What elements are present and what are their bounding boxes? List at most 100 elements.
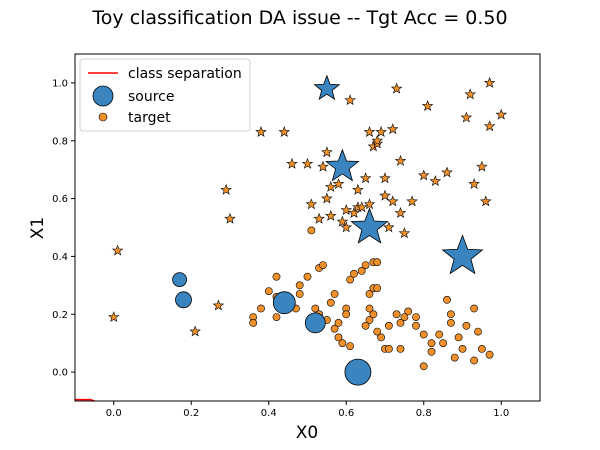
target-point — [303, 272, 312, 281]
target-point — [324, 180, 337, 192]
target-point — [373, 327, 382, 336]
target-point — [357, 266, 366, 275]
target-point — [386, 195, 399, 207]
target-point — [278, 126, 291, 137]
target-point — [373, 258, 382, 267]
target-point — [479, 195, 492, 207]
target-point — [458, 344, 467, 353]
target-point — [429, 175, 442, 187]
target-point — [435, 330, 444, 339]
legend-source-swatch — [92, 85, 114, 107]
target-point — [317, 160, 329, 172]
x-tick-label: 0.8 — [416, 408, 432, 419]
target-point — [352, 183, 364, 195]
target-point — [346, 342, 354, 350]
x-tick-label: 0.4 — [261, 408, 277, 419]
target-point — [398, 227, 411, 239]
target-point — [419, 330, 428, 339]
target-point — [307, 226, 316, 235]
target-point — [446, 310, 455, 319]
target-point — [464, 88, 477, 100]
target-point — [392, 310, 401, 319]
target-point — [476, 160, 488, 172]
target-point — [377, 333, 385, 342]
legend-label-class-separation: class separation — [128, 66, 242, 82]
target-point — [365, 316, 374, 324]
target-point — [369, 310, 378, 319]
target-point — [396, 318, 405, 327]
target-point — [355, 201, 368, 213]
target-point — [412, 313, 420, 321]
target-point — [427, 339, 436, 348]
target-point — [334, 318, 343, 327]
source-point — [313, 74, 341, 101]
target-point — [394, 206, 407, 218]
target-point — [340, 204, 353, 216]
target-point — [342, 310, 351, 319]
target-point — [286, 157, 298, 169]
target-point — [340, 221, 353, 233]
y-tick-label: 0.8 — [52, 136, 68, 147]
legend-box — [79, 58, 251, 132]
target-point — [390, 82, 403, 94]
x-axis: 0.0 0.2 0.4 0.6 0.8 1.0 — [106, 401, 509, 419]
target-point — [301, 157, 314, 169]
x-axis-label: X0 — [296, 423, 318, 443]
marks-layer — [75, 74, 508, 402]
target-point — [255, 126, 267, 137]
y-axis-label: X1 — [28, 217, 48, 239]
target-point — [338, 339, 347, 348]
target-point — [365, 304, 374, 313]
target-point — [321, 192, 333, 204]
legend-target-swatch — [98, 112, 108, 122]
target-point — [361, 261, 370, 269]
target-point — [454, 333, 463, 342]
target-point — [406, 195, 418, 207]
target-point — [477, 344, 486, 353]
target-point — [470, 356, 478, 365]
target-point — [336, 215, 349, 227]
target-point — [421, 99, 434, 111]
target-point — [483, 76, 496, 88]
target-point — [383, 221, 395, 233]
target-point — [474, 327, 482, 336]
target-point — [344, 94, 356, 106]
target-point — [400, 313, 409, 321]
target-point — [272, 313, 281, 321]
target-point — [441, 166, 453, 178]
target-point — [361, 321, 370, 330]
source-point — [304, 312, 326, 334]
target-point — [386, 123, 399, 135]
target-point — [384, 321, 393, 330]
target-point — [443, 295, 451, 304]
target-point — [348, 206, 360, 218]
target-point — [326, 298, 335, 307]
target-point — [379, 189, 391, 201]
target-point — [264, 287, 273, 295]
source-point — [350, 207, 389, 244]
target-point — [417, 169, 430, 181]
target-point — [305, 198, 318, 210]
target-point — [483, 120, 496, 132]
target-point — [450, 353, 459, 362]
target-point — [332, 178, 345, 190]
target-point — [189, 325, 201, 337]
target-point — [350, 269, 358, 278]
source-point — [272, 291, 296, 315]
target-point — [495, 108, 508, 120]
source-point — [325, 148, 360, 182]
target-point — [330, 324, 339, 333]
target-point — [346, 275, 354, 284]
source-point — [175, 291, 192, 309]
target-point — [485, 350, 494, 359]
target-point — [379, 172, 391, 184]
target-point — [321, 146, 333, 158]
y-tick-label: 1.0 — [52, 78, 68, 89]
target-point — [212, 299, 225, 311]
target-point — [313, 212, 325, 224]
target-point — [371, 134, 384, 146]
x-tick-label: 0.0 — [106, 408, 122, 419]
source-point — [441, 234, 484, 275]
legend-label-source: source — [128, 89, 175, 105]
x-tick-label: 0.6 — [338, 408, 354, 419]
